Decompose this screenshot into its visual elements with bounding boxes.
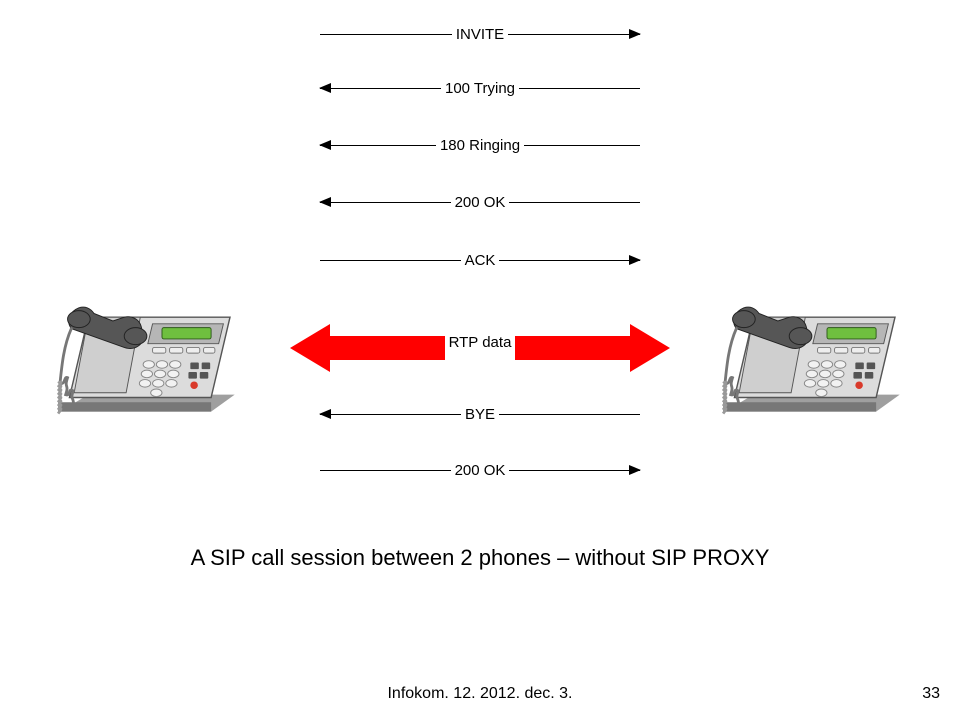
phone-left-icon [50, 270, 240, 440]
sip-message-invite: INVITE [320, 26, 640, 43]
sip-message-100-trying: 100 Trying [320, 80, 640, 97]
sip-message-180-ringing: 180 Ringing [320, 137, 640, 154]
phone-right-icon [715, 270, 905, 440]
message-label: ACK [461, 252, 500, 269]
message-label: INVITE [452, 26, 508, 43]
slide-footer: Infokom. 12. 2012. dec. 3. 33 [0, 685, 960, 703]
message-label: 180 Ringing [436, 137, 524, 154]
message-label: 200 OK [451, 194, 510, 211]
message-label: 200 OK [451, 462, 510, 479]
rtp-label: RTP data [449, 334, 512, 351]
message-label: BYE [461, 406, 499, 423]
footer-text: Infokom. 12. 2012. dec. 3. [0, 685, 960, 703]
page-number: 33 [922, 685, 940, 703]
sip-message-200-ok: 200 OK [320, 462, 640, 479]
message-label: 100 Trying [441, 80, 519, 97]
diagram-caption: A SIP call session between 2 phones – wi… [0, 545, 960, 571]
rtp-data-arrow: RTP data [280, 317, 680, 367]
sip-message-bye: BYE [320, 406, 640, 423]
sip-message-200-ok: 200 OK [320, 194, 640, 211]
sip-call-diagram: INVITE 100 Trying 180 Ringing 200 OK ACK BYE 2… [0, 0, 960, 610]
sip-message-ack: ACK [320, 252, 640, 269]
